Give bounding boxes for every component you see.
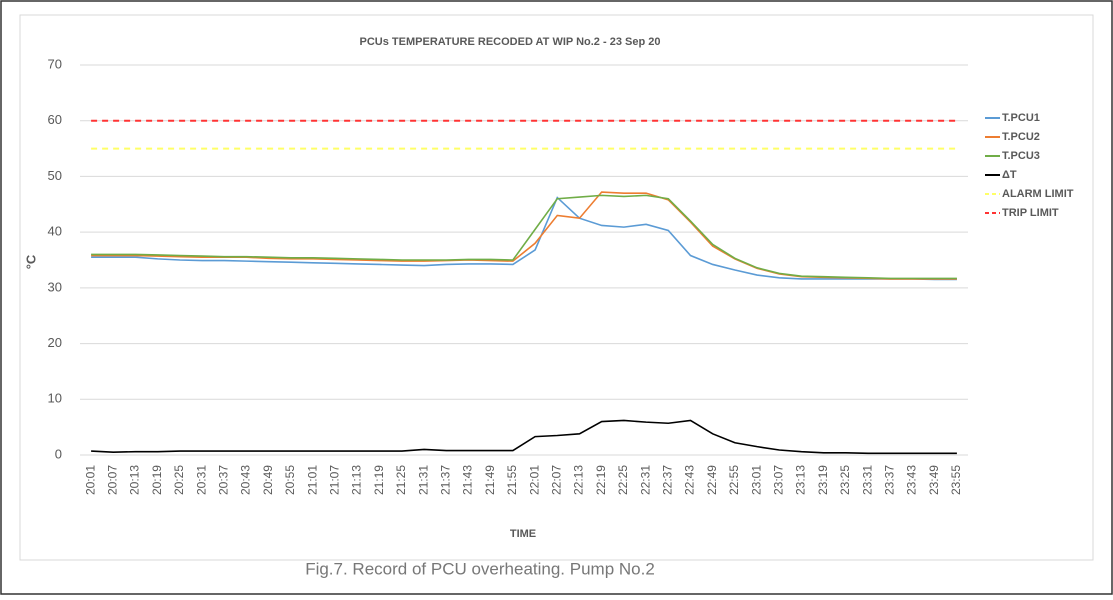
x-tick-label: 22:37 (660, 465, 674, 495)
y-tick-label: 70 (48, 56, 62, 71)
x-tick-label: 23:31 (860, 465, 874, 495)
x-tick-label: 23:01 (749, 465, 763, 495)
x-tick-label: 23:07 (771, 465, 785, 495)
x-tick-label: 21:13 (350, 465, 364, 495)
y-tick-label: 20 (48, 335, 62, 350)
y-tick-label: 60 (48, 112, 62, 127)
x-tick-label: 20:43 (239, 465, 253, 495)
x-tick-label: 20:19 (150, 465, 164, 495)
x-tick-label: 21:49 (483, 465, 497, 495)
legend-label: ΔT (1002, 169, 1017, 181)
x-tick-label: 23:55 (949, 465, 963, 495)
x-tick-label: 22:13 (572, 465, 586, 495)
line-series (91, 419, 957, 455)
legend-label: TRIP LIMIT (1002, 207, 1059, 219)
x-tick-label: 20:31 (194, 465, 208, 495)
x-tick-label: 21:37 (438, 465, 452, 495)
line-series (91, 196, 957, 281)
x-tick-label: 21:19 (372, 465, 386, 495)
legend-label: T.PCU2 (1002, 131, 1040, 143)
x-tick-label: 22:25 (616, 465, 630, 495)
legend-label: T.PCU3 (1002, 150, 1040, 162)
x-tick-label: 23:25 (838, 465, 852, 495)
y-tick-label: 30 (48, 279, 62, 294)
chart-title: PCUs TEMPERATURE RECODED AT WIP No.2 - 2… (360, 36, 661, 48)
x-tick-label: 22:55 (727, 465, 741, 495)
x-tick-label: 21:31 (416, 465, 430, 495)
x-tick-label: 22:31 (638, 465, 652, 495)
x-tick-label: 21:25 (394, 465, 408, 495)
x-tick-label: 21:43 (461, 465, 475, 495)
x-tick-label: 20:01 (83, 465, 97, 495)
x-tick-label: 23:13 (794, 465, 808, 495)
chart-area (19, 14, 1094, 561)
x-tick-label: 23:49 (927, 465, 941, 495)
y-tick-label: 40 (48, 224, 62, 239)
x-tick-label: 20:37 (216, 465, 230, 495)
x-tick-label: 20:07 (105, 465, 119, 495)
x-tick-label: 20:25 (172, 465, 186, 495)
x-tick-label: 22:49 (705, 465, 719, 495)
x-tick-label: 21:07 (327, 465, 341, 495)
x-tick-label: 20:49 (261, 465, 275, 495)
y-tick-label: 0 (55, 446, 62, 461)
line-series (91, 194, 957, 280)
x-tick-label: 22:07 (549, 465, 563, 495)
y-tick-label: 50 (48, 168, 62, 183)
x-tick-label: 22:43 (683, 465, 697, 495)
x-tick-label: 23:19 (816, 465, 830, 495)
y-tick-label: 10 (48, 391, 62, 406)
x-axis-label: TIME (510, 528, 536, 540)
x-tick-label: 23:37 (882, 465, 896, 495)
x-tick-label: 20:55 (283, 465, 297, 495)
x-tick-label: 22:01 (527, 465, 541, 495)
caption: Fig.7. Record of PCU overheating. Pump N… (305, 559, 655, 578)
x-tick-label: 23:43 (905, 465, 919, 495)
x-tick-label: 20:13 (128, 465, 142, 495)
legend-label: T.PCU1 (1002, 112, 1040, 124)
x-tick-label: 21:55 (505, 465, 519, 495)
x-tick-label: 21:01 (305, 465, 319, 495)
y-axis-label: °C (23, 254, 38, 269)
legend-label: ALARM LIMIT (1002, 188, 1074, 200)
x-tick-label: 22:19 (594, 465, 608, 495)
